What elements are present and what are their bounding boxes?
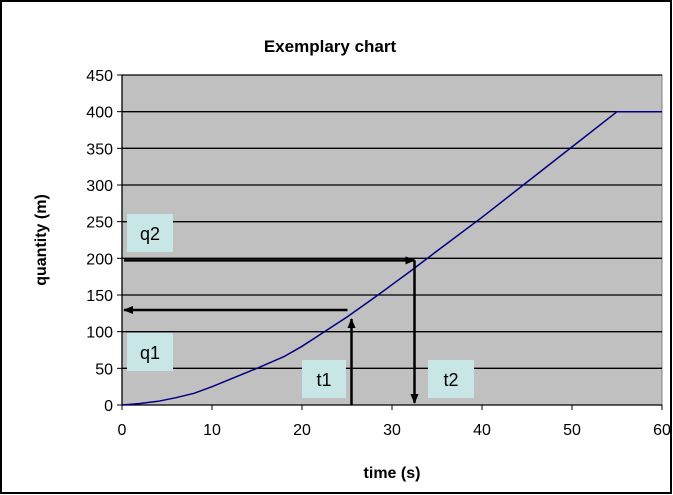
plot-area	[121, 74, 663, 406]
x-tick-label-3: 30	[383, 422, 401, 439]
label-box-q1	[127, 333, 173, 371]
label-box-q2	[127, 214, 173, 252]
y-axis-title: quantity (m)	[33, 194, 50, 286]
x-tick-label-5: 50	[563, 422, 581, 439]
x-tick-labels: 0 10 20 30 40 50 60	[118, 422, 671, 439]
y-tick-label-0: 0	[104, 398, 113, 415]
x-axis-title: time (s)	[364, 465, 421, 482]
y-tick-label-9: 450	[86, 68, 113, 85]
x-tick-label-4: 40	[473, 422, 491, 439]
x-tick-label-6: 60	[653, 422, 671, 439]
chart-title: Exemplary chart	[264, 37, 397, 56]
axes	[117, 74, 663, 410]
y-tick-labels: 0 50 100 150 200 250 300 350 400 450	[86, 68, 113, 415]
y-tick-label-5: 250	[86, 215, 113, 232]
gridlines	[122, 74, 662, 369]
y-tick-label-8: 400	[86, 105, 113, 122]
series-line-0	[121, 110, 662, 406]
y-tick-label-2: 100	[86, 325, 113, 342]
annotation-q1: q1	[140, 343, 160, 363]
annotation-t2: t2	[443, 370, 458, 390]
x-tick-label-1: 10	[203, 422, 221, 439]
label-box-t2	[428, 360, 474, 398]
annotations: q2 q1 t1 t2	[123, 214, 474, 405]
annotation-q2: q2	[140, 224, 160, 244]
annotation-t1: t1	[316, 370, 331, 390]
y-tick-label-4: 200	[86, 251, 113, 268]
y-tick-label-3: 150	[86, 288, 113, 305]
x-tick-label-0: 0	[118, 422, 127, 439]
y-tick-label-7: 350	[86, 141, 113, 158]
y-tick-label-1: 50	[95, 361, 113, 378]
label-box-t1	[302, 360, 346, 398]
y-tick-label-6: 300	[86, 178, 113, 195]
series-layer	[121, 110, 662, 406]
x-tick-label-2: 20	[293, 422, 311, 439]
